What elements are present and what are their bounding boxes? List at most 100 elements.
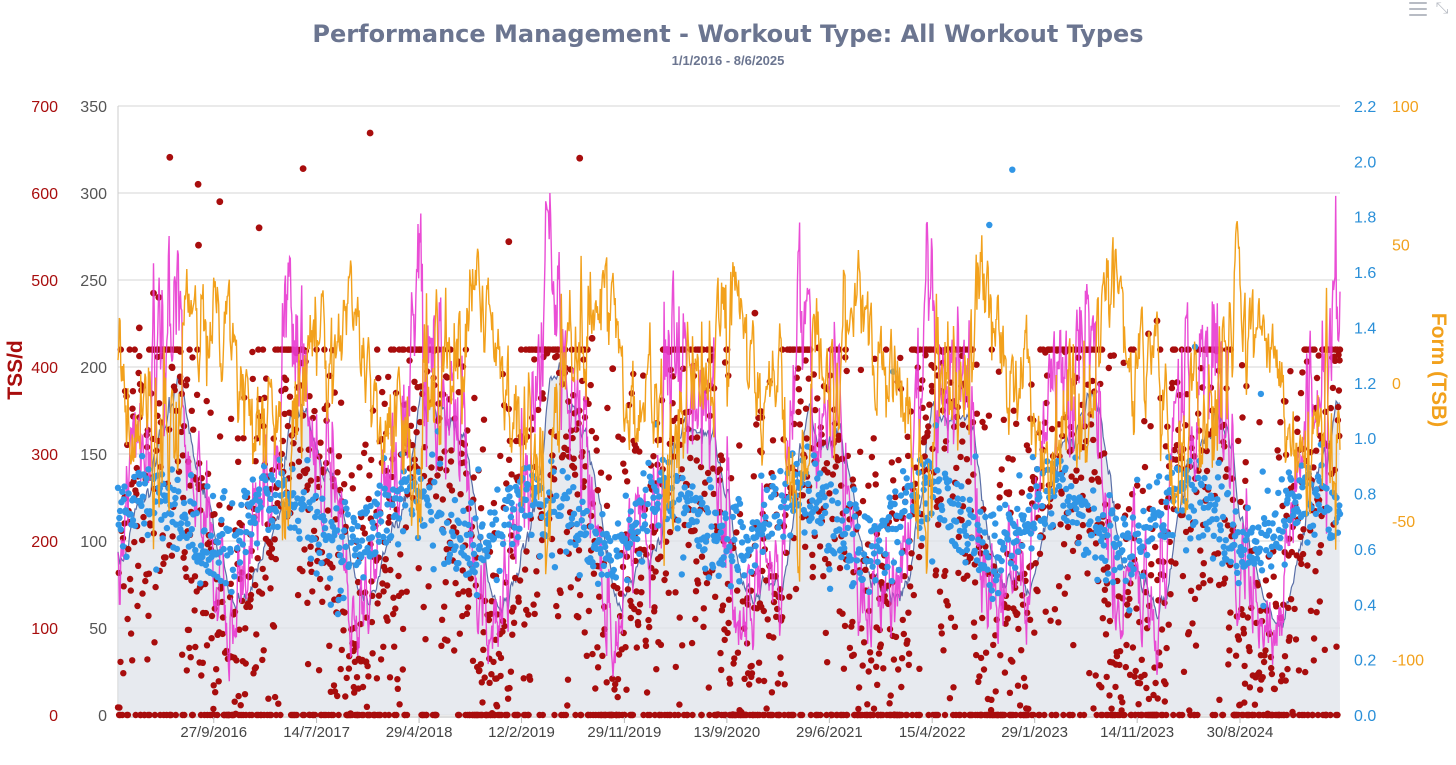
ef-point	[1120, 515, 1127, 522]
ef-point	[1292, 499, 1299, 506]
tss-point	[581, 414, 589, 421]
ef-point	[731, 536, 738, 543]
tss-point	[1163, 644, 1170, 652]
ef-point	[636, 550, 643, 558]
tss-point	[368, 618, 376, 626]
tss-point	[860, 639, 868, 646]
tss-point	[1132, 667, 1139, 675]
tss-point	[814, 395, 821, 402]
ef-point	[1249, 524, 1257, 532]
ef-point	[473, 591, 481, 599]
tss-point	[238, 522, 245, 529]
collapse-arrows-icon[interactable]: ⤡	[1435, 0, 1449, 17]
tss-point	[193, 391, 201, 398]
tss-point	[1271, 685, 1279, 693]
tss-point	[700, 623, 707, 630]
tss-point	[1285, 604, 1292, 611]
tss-point	[348, 472, 355, 479]
ef-point	[131, 522, 139, 529]
tss-point	[898, 683, 905, 691]
tss-point	[433, 711, 440, 719]
tss-point	[303, 466, 311, 473]
ef-point	[1182, 547, 1190, 554]
ef-point	[182, 515, 189, 522]
tss-point	[392, 389, 400, 397]
tss-point	[1150, 691, 1157, 699]
tss-point	[178, 428, 185, 436]
ef-point	[1219, 560, 1226, 567]
ef-point	[354, 523, 361, 530]
tss-point	[1335, 403, 1342, 411]
ef-point	[780, 533, 787, 540]
ef-point	[499, 533, 506, 540]
ef-point	[1227, 558, 1235, 565]
tss-point	[448, 487, 456, 494]
tss-point	[716, 466, 723, 473]
tss-point	[189, 711, 196, 719]
tss-point	[1027, 485, 1035, 493]
ef-point	[741, 572, 748, 579]
ef-point	[891, 500, 898, 508]
tss-point	[868, 657, 875, 664]
ef-tick-label: 2.2	[1354, 99, 1376, 116]
tss-point	[693, 457, 700, 464]
tss-point	[1266, 592, 1273, 599]
ef-point	[868, 543, 876, 550]
ef-point	[355, 559, 362, 566]
hamburger-menu-icon[interactable]	[1409, 2, 1427, 16]
ef-point	[929, 558, 936, 565]
ef-point	[681, 484, 688, 491]
tss-point	[203, 642, 211, 649]
tss-point	[1246, 684, 1254, 691]
tss-point	[704, 469, 712, 477]
tss-point	[557, 589, 564, 596]
tss-point	[375, 592, 383, 599]
ef-point	[704, 532, 711, 539]
tss-point	[703, 579, 711, 587]
tss-point	[619, 436, 626, 443]
tss-point	[356, 464, 363, 471]
tss-point	[653, 666, 660, 673]
tss-point	[640, 372, 647, 379]
ef-point	[804, 480, 812, 488]
ef-point	[851, 486, 858, 493]
tss-point	[795, 386, 803, 393]
tss-point	[964, 572, 971, 579]
ef-point	[653, 487, 660, 494]
ef-point	[321, 517, 328, 524]
ef-point	[679, 474, 686, 482]
ef-point	[509, 540, 516, 548]
tss-point	[776, 711, 783, 719]
tss-point	[1241, 662, 1248, 670]
ef-point	[1129, 514, 1137, 521]
tss-point	[286, 393, 294, 400]
tss-point	[934, 711, 942, 719]
tss-point	[992, 688, 999, 695]
tss-point	[353, 674, 361, 681]
tss-point	[965, 478, 972, 485]
tss-point	[633, 588, 640, 595]
ef-point	[1259, 468, 1266, 475]
tss-point	[1001, 669, 1009, 676]
ef-point	[934, 467, 941, 474]
tss-point	[397, 551, 404, 558]
tss-point	[1239, 414, 1246, 421]
tss-point	[216, 198, 224, 206]
tss-point	[688, 639, 696, 647]
ef-point	[1204, 526, 1211, 533]
ef-point	[489, 521, 496, 528]
tss-point	[741, 675, 748, 682]
ef-point	[1092, 554, 1099, 561]
ef-point	[719, 561, 727, 568]
tss-point	[1020, 674, 1028, 682]
tss-point	[1237, 498, 1244, 506]
tss-point	[612, 681, 619, 688]
tss-point	[605, 474, 612, 481]
ef-point	[251, 519, 259, 527]
tss-point	[252, 458, 259, 465]
tss-point	[623, 686, 630, 693]
tss-point	[583, 652, 590, 659]
tss-point	[1297, 555, 1304, 562]
tss-point	[949, 493, 956, 500]
ef-point	[758, 472, 765, 479]
